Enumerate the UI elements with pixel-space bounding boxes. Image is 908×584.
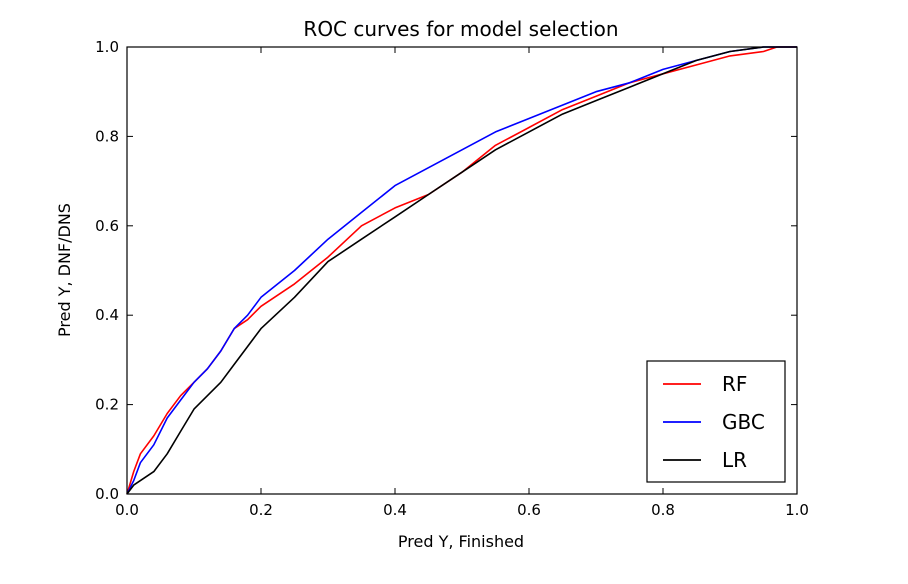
plot-area: 0.0 0.2 0.4 0.6 0.8 1.0 0.0 0.2 0.4 0.6 0.8 1.0 RF GB… [95,38,809,519]
x-tick-label: 0.6 [517,501,541,519]
x-tick-label: 0.8 [651,501,675,519]
legend-label-lr: LR [722,448,747,472]
y-tick-label: 1.0 [95,38,119,56]
y-tick-label: 0.4 [95,306,119,324]
axes-frame [126,46,798,495]
series-line-rf [126,46,797,495]
chart-title: ROC curves for model selection [303,17,618,41]
x-tick-label: 0.0 [115,501,139,519]
y-tick-label: 0.8 [95,127,119,145]
legend-label-gbc: GBC [722,410,765,434]
y-axis-label: Pred Y, DNF/DNS [55,203,74,337]
series-line-gbc [126,46,797,495]
x-tick-label: 1.0 [785,501,809,519]
y-tick-label: 0.6 [95,217,119,235]
x-tick-label: 0.4 [383,501,407,519]
legend-label-rf: RF [722,372,747,396]
y-tick-label: 0.0 [95,485,119,503]
series-line-lr [126,46,797,495]
y-tick-label: 0.2 [95,396,119,414]
legend: RF GBC LR [646,360,786,483]
x-axis-label: Pred Y, Finished [398,532,524,551]
x-tick-label: 0.2 [249,501,273,519]
